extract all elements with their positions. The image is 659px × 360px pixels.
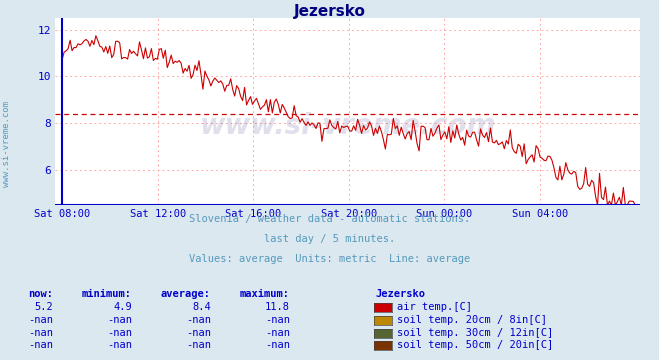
Text: minimum:: minimum: <box>82 289 132 299</box>
Text: 4.9: 4.9 <box>113 302 132 312</box>
Text: -nan: -nan <box>107 328 132 338</box>
Text: www.si-vreme.com: www.si-vreme.com <box>199 112 496 140</box>
Text: -nan: -nan <box>107 315 132 325</box>
Text: Jezersko: Jezersko <box>376 289 426 299</box>
Text: soil temp. 30cm / 12in[C]: soil temp. 30cm / 12in[C] <box>397 328 553 338</box>
Text: average:: average: <box>161 289 211 299</box>
Text: -nan: -nan <box>186 328 211 338</box>
Text: 11.8: 11.8 <box>265 302 290 312</box>
Text: 8.4: 8.4 <box>192 302 211 312</box>
Text: Jezersko: Jezersko <box>293 4 366 19</box>
Text: -nan: -nan <box>265 340 290 350</box>
Text: air temp.[C]: air temp.[C] <box>397 302 472 312</box>
Text: -nan: -nan <box>186 315 211 325</box>
Text: 5.2: 5.2 <box>34 302 53 312</box>
Text: soil temp. 50cm / 20in[C]: soil temp. 50cm / 20in[C] <box>397 340 553 350</box>
Text: -nan: -nan <box>265 315 290 325</box>
Text: -nan: -nan <box>28 328 53 338</box>
Text: -nan: -nan <box>28 315 53 325</box>
Text: www.si-vreme.com: www.si-vreme.com <box>2 101 11 187</box>
Text: -nan: -nan <box>186 340 211 350</box>
Text: soil temp. 20cm / 8in[C]: soil temp. 20cm / 8in[C] <box>397 315 547 325</box>
Text: Slovenia / weather data - automatic stations.: Slovenia / weather data - automatic stat… <box>189 214 470 224</box>
Text: maximum:: maximum: <box>240 289 290 299</box>
Text: -nan: -nan <box>265 328 290 338</box>
Text: -nan: -nan <box>107 340 132 350</box>
Text: now:: now: <box>28 289 53 299</box>
Text: -nan: -nan <box>28 340 53 350</box>
Text: Values: average  Units: metric  Line: average: Values: average Units: metric Line: aver… <box>189 253 470 264</box>
Text: last day / 5 minutes.: last day / 5 minutes. <box>264 234 395 244</box>
